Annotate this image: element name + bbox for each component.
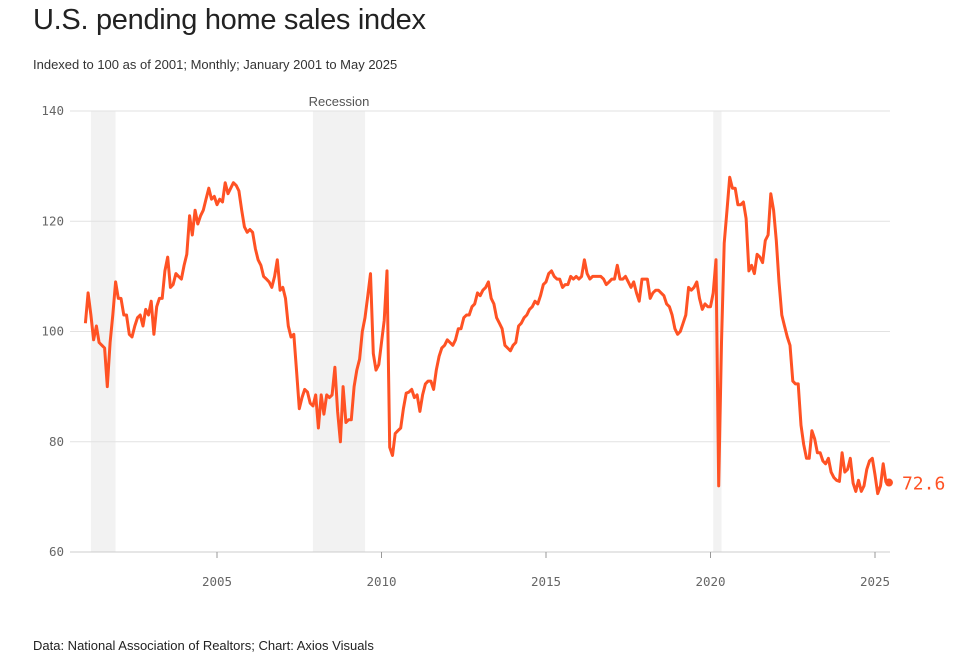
end-point-marker xyxy=(884,478,893,487)
chart-title: U.S. pending home sales index xyxy=(33,4,426,36)
x-tick-label: 2005 xyxy=(202,574,232,589)
end-value-label: 72.6 xyxy=(902,474,945,495)
y-tick-label: 140 xyxy=(41,103,64,118)
y-tick-label: 80 xyxy=(49,434,64,449)
x-tick-label: 2025 xyxy=(860,574,890,589)
recession-label: Recession xyxy=(309,94,370,109)
chart-source: Data: National Association of Realtors; … xyxy=(33,638,374,653)
x-tick-label: 2020 xyxy=(695,574,725,589)
x-tick-label: 2010 xyxy=(366,574,396,589)
y-tick-label: 100 xyxy=(41,324,64,339)
y-tick-label: 60 xyxy=(49,544,64,559)
y-tick-label: 120 xyxy=(41,213,64,228)
index-line xyxy=(83,175,888,496)
x-tick-label: 2015 xyxy=(531,574,561,589)
chart-subtitle: Indexed to 100 as of 2001; Monthly; Janu… xyxy=(33,57,398,72)
